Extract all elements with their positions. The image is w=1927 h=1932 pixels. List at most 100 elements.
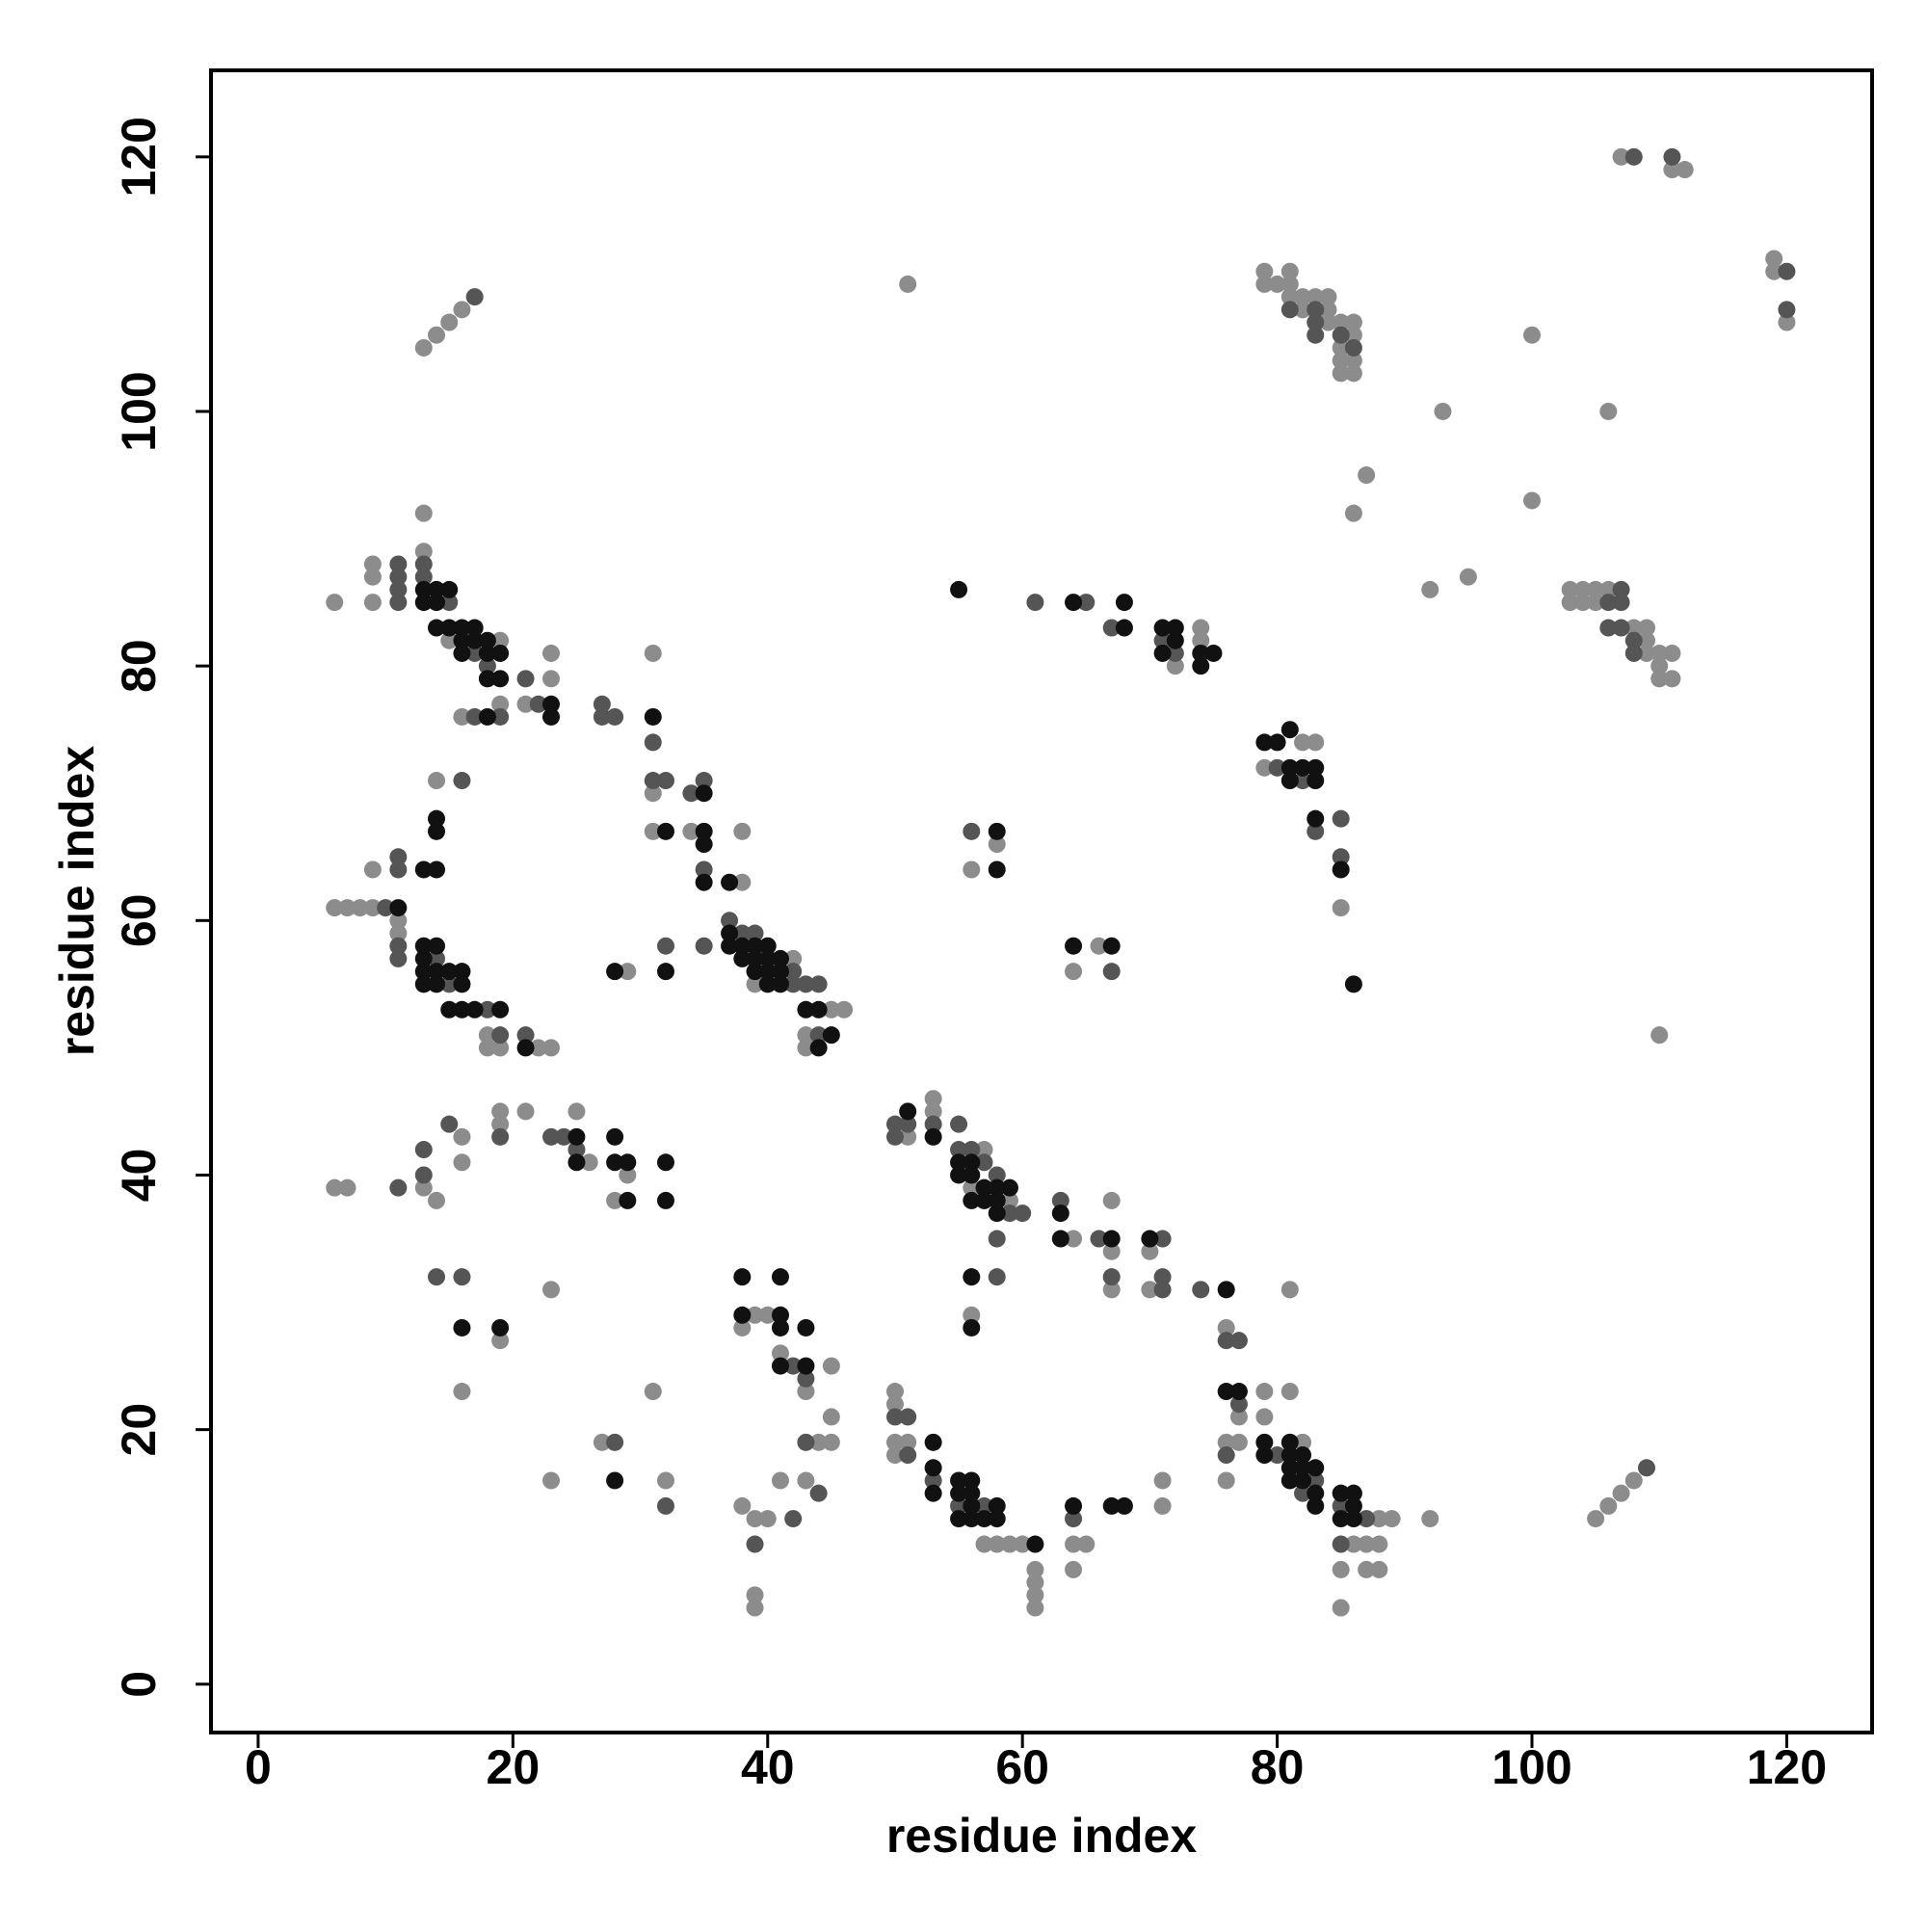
point: [656, 1191, 674, 1209]
point: [1153, 1230, 1172, 1248]
point: [1051, 1204, 1069, 1223]
point: [1217, 1446, 1235, 1465]
point: [695, 860, 713, 879]
point: [1141, 1242, 1159, 1260]
point: [746, 937, 764, 955]
point: [1637, 1459, 1655, 1477]
point: [758, 1306, 777, 1324]
point: [414, 975, 433, 993]
point: [1637, 631, 1655, 649]
x-tick-label: 60: [995, 1740, 1049, 1794]
point: [1421, 580, 1439, 598]
point: [1612, 619, 1630, 637]
point: [809, 1026, 828, 1045]
point: [1344, 313, 1362, 331]
point: [1344, 364, 1362, 383]
point: [975, 1178, 993, 1197]
y-tick-label: 80: [112, 639, 166, 693]
point: [746, 1535, 764, 1553]
point: [733, 1318, 752, 1337]
point: [1307, 1459, 1325, 1477]
point: [1332, 338, 1350, 357]
point: [414, 949, 433, 967]
point: [963, 1496, 981, 1515]
point: [1280, 262, 1299, 280]
point: [1115, 619, 1133, 637]
point: [440, 580, 459, 598]
point: [1014, 1535, 1032, 1553]
point: [1204, 644, 1223, 662]
point: [491, 695, 510, 713]
point: [440, 963, 459, 981]
point: [338, 1178, 356, 1197]
point: [428, 809, 446, 828]
point: [1115, 1496, 1133, 1515]
point: [414, 504, 433, 522]
point: [1000, 1191, 1018, 1209]
point: [606, 707, 624, 726]
point: [491, 707, 510, 726]
point: [478, 670, 496, 688]
x-tick-label: 120: [1747, 1740, 1827, 1794]
point: [924, 1090, 942, 1108]
point: [541, 1127, 560, 1146]
point: [1229, 1433, 1248, 1451]
point: [721, 924, 739, 942]
y-tick-label: 100: [112, 371, 166, 451]
point: [1370, 1560, 1388, 1578]
point: [644, 1383, 662, 1401]
point: [746, 1599, 764, 1617]
point: [453, 1127, 471, 1146]
point: [414, 594, 433, 612]
point: [1153, 1471, 1172, 1490]
point: [988, 1510, 1006, 1528]
point: [440, 1000, 459, 1019]
point: [1102, 1242, 1121, 1260]
point: [428, 326, 446, 344]
point: [1650, 1026, 1669, 1045]
point: [1663, 644, 1681, 662]
point: [924, 1484, 942, 1502]
y-tick-label: 0: [112, 1671, 166, 1698]
point: [1217, 1471, 1235, 1490]
point: [1434, 402, 1452, 420]
point: [1421, 1510, 1439, 1528]
point: [1255, 262, 1274, 280]
point: [1676, 161, 1694, 179]
point: [733, 937, 752, 955]
point: [988, 1204, 1006, 1223]
point: [478, 1000, 496, 1019]
point: [1624, 147, 1643, 166]
point: [771, 949, 789, 967]
point: [899, 1433, 917, 1451]
point: [963, 1318, 981, 1337]
point: [453, 975, 471, 993]
point: [1014, 1204, 1032, 1223]
point: [1332, 848, 1350, 866]
point: [988, 1166, 1006, 1184]
point: [1090, 1230, 1108, 1248]
point: [1332, 1510, 1350, 1528]
point: [1307, 301, 1325, 319]
point: [1573, 594, 1592, 612]
x-tick-label: 40: [741, 1740, 795, 1794]
point: [453, 619, 471, 637]
point: [899, 1408, 917, 1426]
point: [721, 937, 739, 955]
point: [784, 963, 803, 981]
point: [1217, 1383, 1235, 1401]
point: [1599, 580, 1618, 598]
point: [695, 873, 713, 891]
point: [950, 1496, 968, 1515]
point: [885, 1383, 904, 1401]
point: [1229, 1332, 1248, 1350]
point: [516, 1039, 535, 1057]
point: [1319, 301, 1337, 319]
point: [771, 963, 789, 981]
point: [899, 1102, 917, 1121]
point: [1065, 937, 1083, 955]
point: [1102, 619, 1121, 637]
point: [797, 1026, 815, 1045]
point: [733, 1306, 752, 1324]
point: [1294, 1459, 1312, 1477]
